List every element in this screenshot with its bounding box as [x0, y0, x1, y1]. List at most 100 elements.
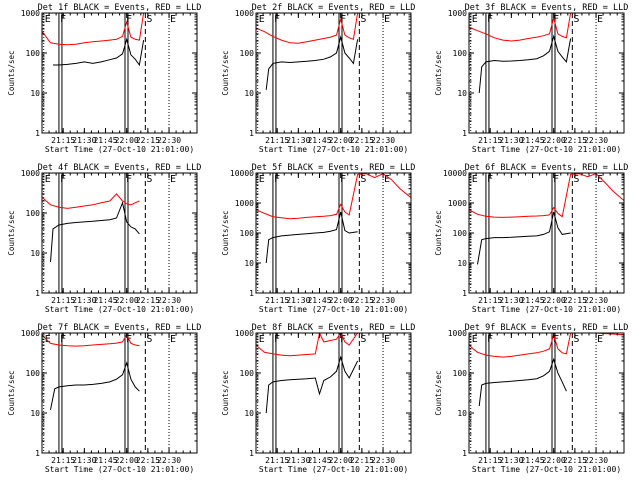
- y-tick-label: 10: [244, 409, 254, 418]
- lld-series-line: [42, 193, 140, 209]
- plot-frame: [468, 12, 625, 134]
- x-tick-label: 22:00: [115, 136, 139, 145]
- events-series-line: [265, 211, 358, 264]
- plot-frame: [41, 12, 198, 134]
- event-marker-label: E: [472, 174, 478, 185]
- event-marker-label: F: [274, 14, 280, 25]
- x-tick-label: 22:15: [563, 136, 587, 145]
- plot-frame: [468, 332, 625, 454]
- event-marker-label: S: [146, 14, 152, 25]
- x-tick-label: 22:00: [329, 296, 353, 305]
- event-marker-label: F: [60, 334, 66, 345]
- x-tick-label: 22:30: [371, 136, 395, 145]
- x-axis-label: Start Time (27-Oct-10 21:01:00): [472, 305, 621, 314]
- chart-title: Det 5f BLACK = Events, RED = LLD: [252, 163, 416, 173]
- x-axis-label: Start Time (27-Oct-10 21:01:00): [472, 145, 621, 154]
- lld-series-line: [469, 13, 572, 42]
- x-axis-label: Start Time (27-Oct-10 21:01:00): [472, 465, 621, 474]
- event-marker-label: E: [597, 14, 603, 25]
- x-axis-label: Start Time (27-Oct-10 21:01:00): [45, 145, 194, 154]
- x-tick-label: 21:15: [478, 296, 502, 305]
- events-series-line: [477, 211, 571, 265]
- y-tick-label: 1: [462, 449, 467, 458]
- y-axis-label: Counts/sec: [434, 370, 443, 415]
- lld-series-line: [469, 333, 624, 358]
- events-series-line: [478, 34, 572, 94]
- y-tick-label: 10: [457, 409, 467, 418]
- y-axis-label: Counts/sec: [7, 370, 16, 415]
- event-marker-label: E: [170, 334, 176, 345]
- x-tick-label: 21:45: [307, 136, 331, 145]
- x-tick-label: 22:30: [157, 136, 181, 145]
- x-tick-label: 21:15: [265, 296, 289, 305]
- y-tick-label: 10: [30, 89, 40, 98]
- lld-series-line: [469, 173, 624, 218]
- lld-series-line: [256, 13, 359, 44]
- x-tick-label: 22:15: [563, 296, 587, 305]
- event-marker-label: F: [553, 14, 559, 25]
- events-series-line: [478, 357, 567, 407]
- y-tick-label: 1: [462, 129, 467, 138]
- x-tick-label: 21:30: [286, 296, 310, 305]
- x-tick-label: 22:00: [542, 456, 566, 465]
- x-tick-label: 22:15: [136, 296, 160, 305]
- y-tick-label: 1000: [21, 169, 40, 178]
- y-tick-label: 1000: [448, 9, 467, 18]
- x-axis-label: Start Time (27-Oct-10 21:01:00): [45, 465, 194, 474]
- event-marker-label: E: [259, 14, 265, 25]
- events-series-line: [53, 37, 145, 67]
- y-tick-label: 10: [457, 89, 467, 98]
- y-tick-label: 1: [35, 289, 40, 298]
- event-marker-label: S: [360, 174, 366, 185]
- y-tick-label: 1000: [21, 329, 40, 338]
- x-tick-label: 21:45: [307, 296, 331, 305]
- lld-series-line: [42, 333, 140, 347]
- chart-title: Det 3f BLACK = Events, RED = LLD: [465, 3, 629, 13]
- x-tick-label: 21:15: [478, 456, 502, 465]
- lld-series-line: [42, 13, 145, 46]
- y-tick-label: 1: [35, 449, 40, 458]
- chart-title: Det 6f BLACK = Events, RED = LLD: [465, 163, 629, 173]
- y-tick-label: 100: [453, 369, 468, 378]
- chart-title: Det 4f BLACK = Events, RED = LLD: [38, 163, 202, 173]
- event-marker-label: E: [170, 174, 176, 185]
- x-tick-label: 22:15: [136, 456, 160, 465]
- event-marker-label: E: [45, 334, 51, 345]
- y-tick-label: 100: [240, 229, 255, 238]
- x-tick-label: 21:30: [286, 136, 310, 145]
- event-marker-label: F: [487, 14, 493, 25]
- chart-title: Det 1f BLACK = Events, RED = LLD: [38, 3, 202, 13]
- plot-frame: [255, 172, 412, 294]
- event-marker-label: E: [170, 14, 176, 25]
- x-tick-label: 22:30: [584, 136, 608, 145]
- y-tick-label: 1000: [235, 199, 254, 208]
- x-tick-label: 22:15: [563, 456, 587, 465]
- y-tick-label: 1: [462, 289, 467, 298]
- x-tick-label: 22:30: [371, 296, 395, 305]
- x-tick-label: 21:15: [265, 456, 289, 465]
- event-marker-label: E: [384, 174, 390, 185]
- event-marker-label: E: [597, 334, 603, 345]
- x-tick-label: 21:45: [307, 456, 331, 465]
- event-marker-label: S: [573, 14, 579, 25]
- event-marker-label: F: [340, 14, 346, 25]
- y-tick-label: 10000: [443, 169, 467, 178]
- y-tick-label: 10: [30, 409, 40, 418]
- y-axis-label: Counts/sec: [7, 210, 16, 255]
- x-axis-label: Start Time (27-Oct-10 21:01:00): [259, 145, 408, 154]
- event-marker-label: F: [126, 14, 132, 25]
- chart-title: Det 2f BLACK = Events, RED = LLD: [252, 3, 416, 13]
- y-axis-label: Counts/sec: [434, 50, 443, 95]
- event-marker-label: S: [360, 14, 366, 25]
- x-tick-label: 22:00: [115, 296, 139, 305]
- x-tick-label: 22:15: [350, 296, 374, 305]
- x-tick-label: 22:30: [584, 456, 608, 465]
- x-tick-label: 22:30: [157, 296, 181, 305]
- chart-title: Det 9f BLACK = Events, RED = LLD: [465, 323, 629, 333]
- x-tick-label: 22:15: [350, 456, 374, 465]
